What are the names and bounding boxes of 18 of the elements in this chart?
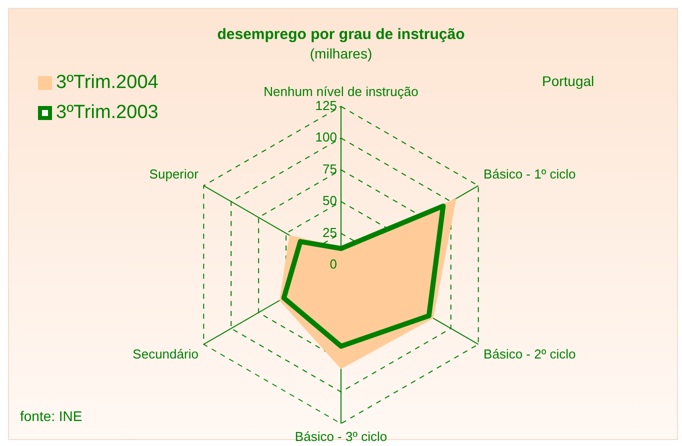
spoke-label: Secundário	[132, 346, 198, 362]
spoke-label: Básico - 1º ciclo	[484, 166, 576, 182]
chart-title: desemprego por grau de instrução	[217, 26, 465, 44]
spoke-label: Superior	[149, 166, 200, 182]
spoke-label: Básico - 3º ciclo	[294, 428, 388, 444]
chart-subtitle: (milhares)	[310, 45, 372, 62]
y-tick-label: 25	[322, 224, 337, 240]
y-tick-label: 50	[322, 193, 337, 208]
legend-label: 3ºTrim.2004	[56, 72, 158, 94]
legend-label: 3ºTrim.2003	[56, 102, 158, 124]
y-tick-label: 0	[330, 256, 337, 272]
spoke-label: Básico - 2º ciclo	[484, 346, 576, 362]
text: Portugal	[542, 73, 594, 89]
y-tick-label: 125	[315, 98, 337, 113]
source-note: fonte: INE	[20, 408, 82, 424]
y-tick-label: 75	[322, 161, 337, 176]
spoke-label: Nenhum nível de instrução	[264, 84, 418, 100]
y-tick-label: 100	[315, 130, 337, 145]
